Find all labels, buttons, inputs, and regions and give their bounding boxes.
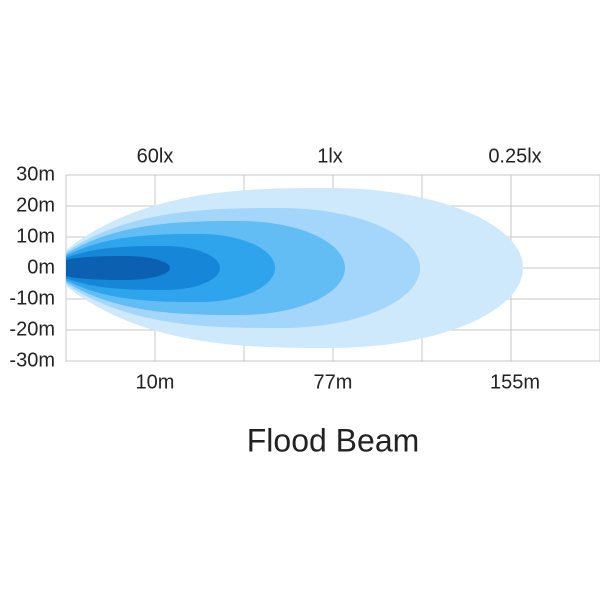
beam-pattern bbox=[66, 188, 523, 348]
bottom-labels: 10m 77m 155m bbox=[136, 371, 540, 393]
top-labels: 60lx 1lx 0.25lx bbox=[137, 145, 542, 167]
top-label: 60lx bbox=[137, 145, 174, 167]
bottom-label: 10m bbox=[136, 371, 175, 393]
bottom-label: 155m bbox=[490, 371, 540, 393]
y-label: -10m bbox=[9, 287, 55, 309]
y-label: -20m bbox=[9, 318, 55, 340]
beam-layer bbox=[66, 256, 170, 280]
y-labels: 30m 20m 10m 0m -10m -20m -30m bbox=[9, 163, 55, 371]
y-label: -30m bbox=[9, 349, 55, 371]
y-label: 20m bbox=[16, 194, 55, 216]
y-label: 30m bbox=[16, 163, 55, 185]
top-label: 0.25lx bbox=[488, 145, 541, 167]
title: Flood Beam bbox=[247, 422, 420, 458]
top-label: 1lx bbox=[317, 145, 343, 167]
y-label: 0m bbox=[27, 256, 55, 278]
bottom-label: 77m bbox=[314, 371, 353, 393]
y-label: 10m bbox=[16, 225, 55, 247]
